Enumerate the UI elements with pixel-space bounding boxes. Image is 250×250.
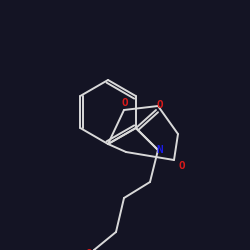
Text: O: O: [122, 98, 128, 108]
Text: O: O: [86, 249, 92, 250]
Text: N: N: [156, 145, 164, 155]
Text: O: O: [156, 100, 164, 110]
Text: O: O: [178, 161, 186, 171]
